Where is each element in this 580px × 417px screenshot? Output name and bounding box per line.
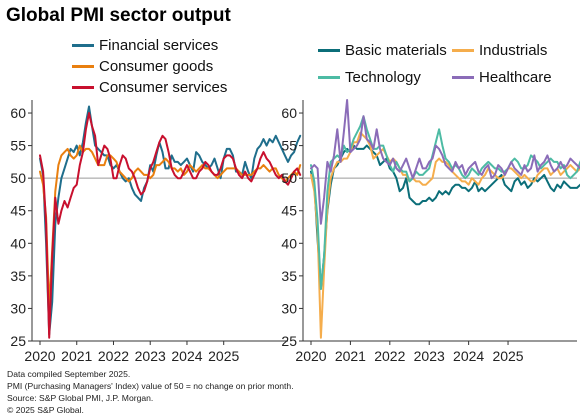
y-tick-label: 30 xyxy=(10,300,26,316)
y-tick-label: 45 xyxy=(281,203,297,219)
series-line-basic-materials xyxy=(310,144,580,290)
legend-item: Financial services xyxy=(72,37,218,54)
y-tick-label: 25 xyxy=(10,333,26,349)
y-tick-label: 40 xyxy=(10,235,26,251)
page-title: Global PMI sector output xyxy=(6,5,231,26)
legend-label: Basic materials xyxy=(345,42,447,59)
series-line-technology xyxy=(310,115,580,290)
chart-panel-2: 25 30 35 40 45 50 55 60 2020 2021 2022 2023 2024 2025 xyxy=(281,99,580,364)
legend-label: Consumer goods xyxy=(99,58,214,75)
y-tick-label: 50 xyxy=(281,170,297,186)
y-tick-label: 50 xyxy=(10,170,26,186)
y-tick-label: 55 xyxy=(281,138,297,154)
footnote-source: Source: S&P Global PMI, J.P. Morgan. xyxy=(7,393,154,403)
x-tick-label: 2024 xyxy=(453,348,484,364)
footnotes: Data compiled September 2025. PMI (Purch… xyxy=(7,368,294,416)
chart-panel-1: 25 30 35 40 45 50 55 60 2020 2021 2022 2023 2024 2025 xyxy=(10,100,302,364)
series-line-industrials xyxy=(310,131,580,339)
legend-label: Consumer services xyxy=(99,79,228,96)
x-tick-label: 2025 xyxy=(208,348,239,364)
y-tick-label: 30 xyxy=(281,300,297,316)
legend-swatch xyxy=(72,44,94,47)
x-tick-label: 2020 xyxy=(295,348,326,364)
legend-swatch xyxy=(318,76,340,79)
x-tick-label: 2022 xyxy=(98,348,129,364)
y-tick-label: 35 xyxy=(281,268,297,284)
x-tick-label: 2020 xyxy=(24,348,55,364)
series-line-healthcare xyxy=(310,99,580,225)
y-tick-label: 35 xyxy=(10,268,26,284)
y-tick-label: 40 xyxy=(281,235,297,251)
footnote-compiled: Data compiled September 2025. xyxy=(7,369,131,379)
legend-item: Healthcare xyxy=(452,69,552,86)
legend-swatch xyxy=(72,86,94,89)
legend-swatch xyxy=(452,76,474,79)
legend-item: Basic materials xyxy=(318,42,447,59)
x-tick-label: 2023 xyxy=(414,348,445,364)
legend-swatch xyxy=(72,65,94,68)
legend-label: Technology xyxy=(345,69,421,86)
footnote-pmi-definition: PMI (Purchasing Managers' Index) value o… xyxy=(7,381,294,391)
x-tick-label: 2023 xyxy=(135,348,166,364)
legend-item: Consumer services xyxy=(72,79,227,96)
legend-label: Industrials xyxy=(479,42,548,59)
legend-swatch xyxy=(452,49,474,52)
x-tick-label: 2025 xyxy=(492,348,523,364)
legend-item: Industrials xyxy=(452,42,547,59)
y-tick-label: 45 xyxy=(10,203,26,219)
series-line-financial-services xyxy=(39,105,302,336)
x-tick-label: 2022 xyxy=(374,348,405,364)
x-tick-label: 2021 xyxy=(61,348,92,364)
legend-label: Healthcare xyxy=(479,69,552,86)
y-tick-label: 60 xyxy=(10,105,26,121)
legend-label: Financial services xyxy=(99,37,219,54)
y-tick-label: 60 xyxy=(281,105,297,121)
y-tick-label: 55 xyxy=(10,138,26,154)
y-tick-label: 25 xyxy=(281,333,297,349)
legend-item: Technology xyxy=(318,69,421,86)
legend-item: Consumer goods xyxy=(72,58,213,75)
legend-swatch xyxy=(318,49,340,52)
x-tick-label: 2024 xyxy=(171,348,202,364)
footnote-copyright: © 2025 S&P Global. xyxy=(7,405,84,415)
series-line-consumer-services xyxy=(39,112,302,339)
x-tick-label: 2021 xyxy=(335,348,366,364)
